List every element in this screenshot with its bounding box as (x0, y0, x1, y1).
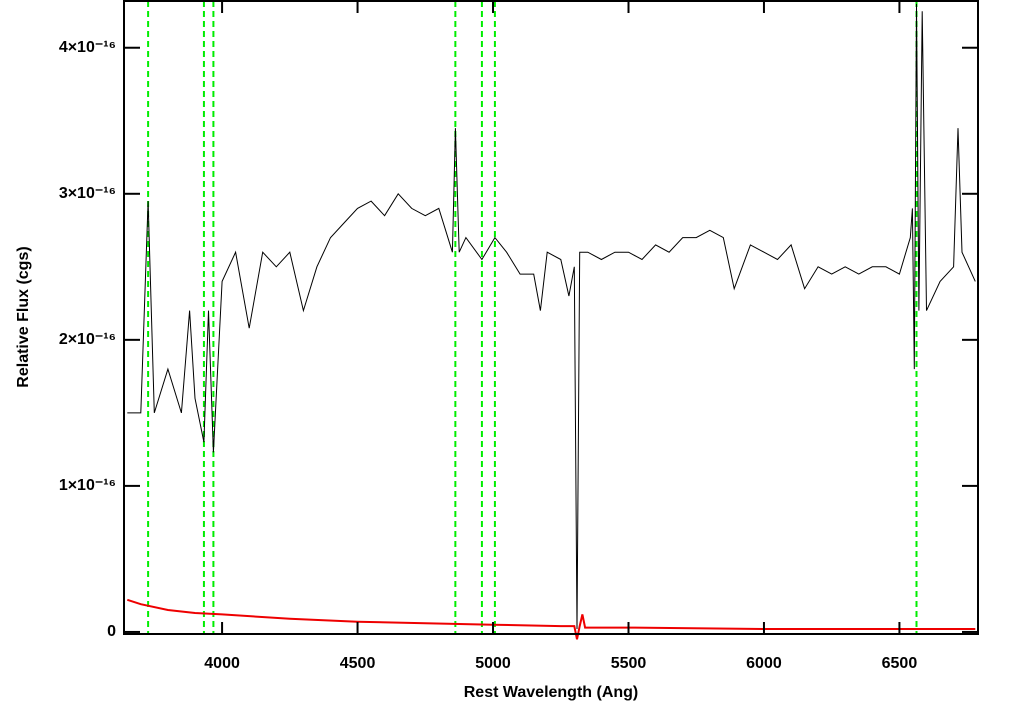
x-tick-label: 6000 (746, 655, 782, 672)
x-tick-label: 6500 (882, 655, 918, 672)
x-tick-label: 4500 (340, 655, 376, 672)
plot-frame (123, 0, 979, 635)
y-tick-label: 1×10⁻¹⁶ (59, 477, 116, 494)
x-tick-label: 5500 (611, 655, 647, 672)
x-tick-label: 4000 (204, 655, 240, 672)
y-axis-label: Relative Flux (cgs) (15, 246, 32, 387)
y-tick-label: 0 (107, 623, 116, 640)
y-tick-label: 4×10⁻¹⁶ (59, 39, 116, 56)
spectrum-line (126, 598, 976, 640)
y-tick-label: 3×10⁻¹⁶ (59, 185, 116, 202)
spectrum-line (127, 3, 976, 630)
x-tick-label: 5000 (475, 655, 511, 672)
y-tick-label: 2×10⁻¹⁶ (59, 331, 116, 348)
x-axis-label: Rest Wavelength (Ang) (464, 684, 639, 701)
